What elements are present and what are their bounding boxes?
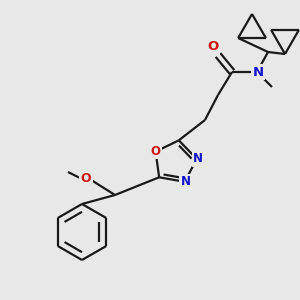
Text: N: N <box>193 152 203 165</box>
Text: O: O <box>81 172 91 184</box>
Text: O: O <box>151 145 160 158</box>
Text: O: O <box>207 40 219 53</box>
Text: N: N <box>252 65 264 79</box>
Text: N: N <box>181 175 190 188</box>
